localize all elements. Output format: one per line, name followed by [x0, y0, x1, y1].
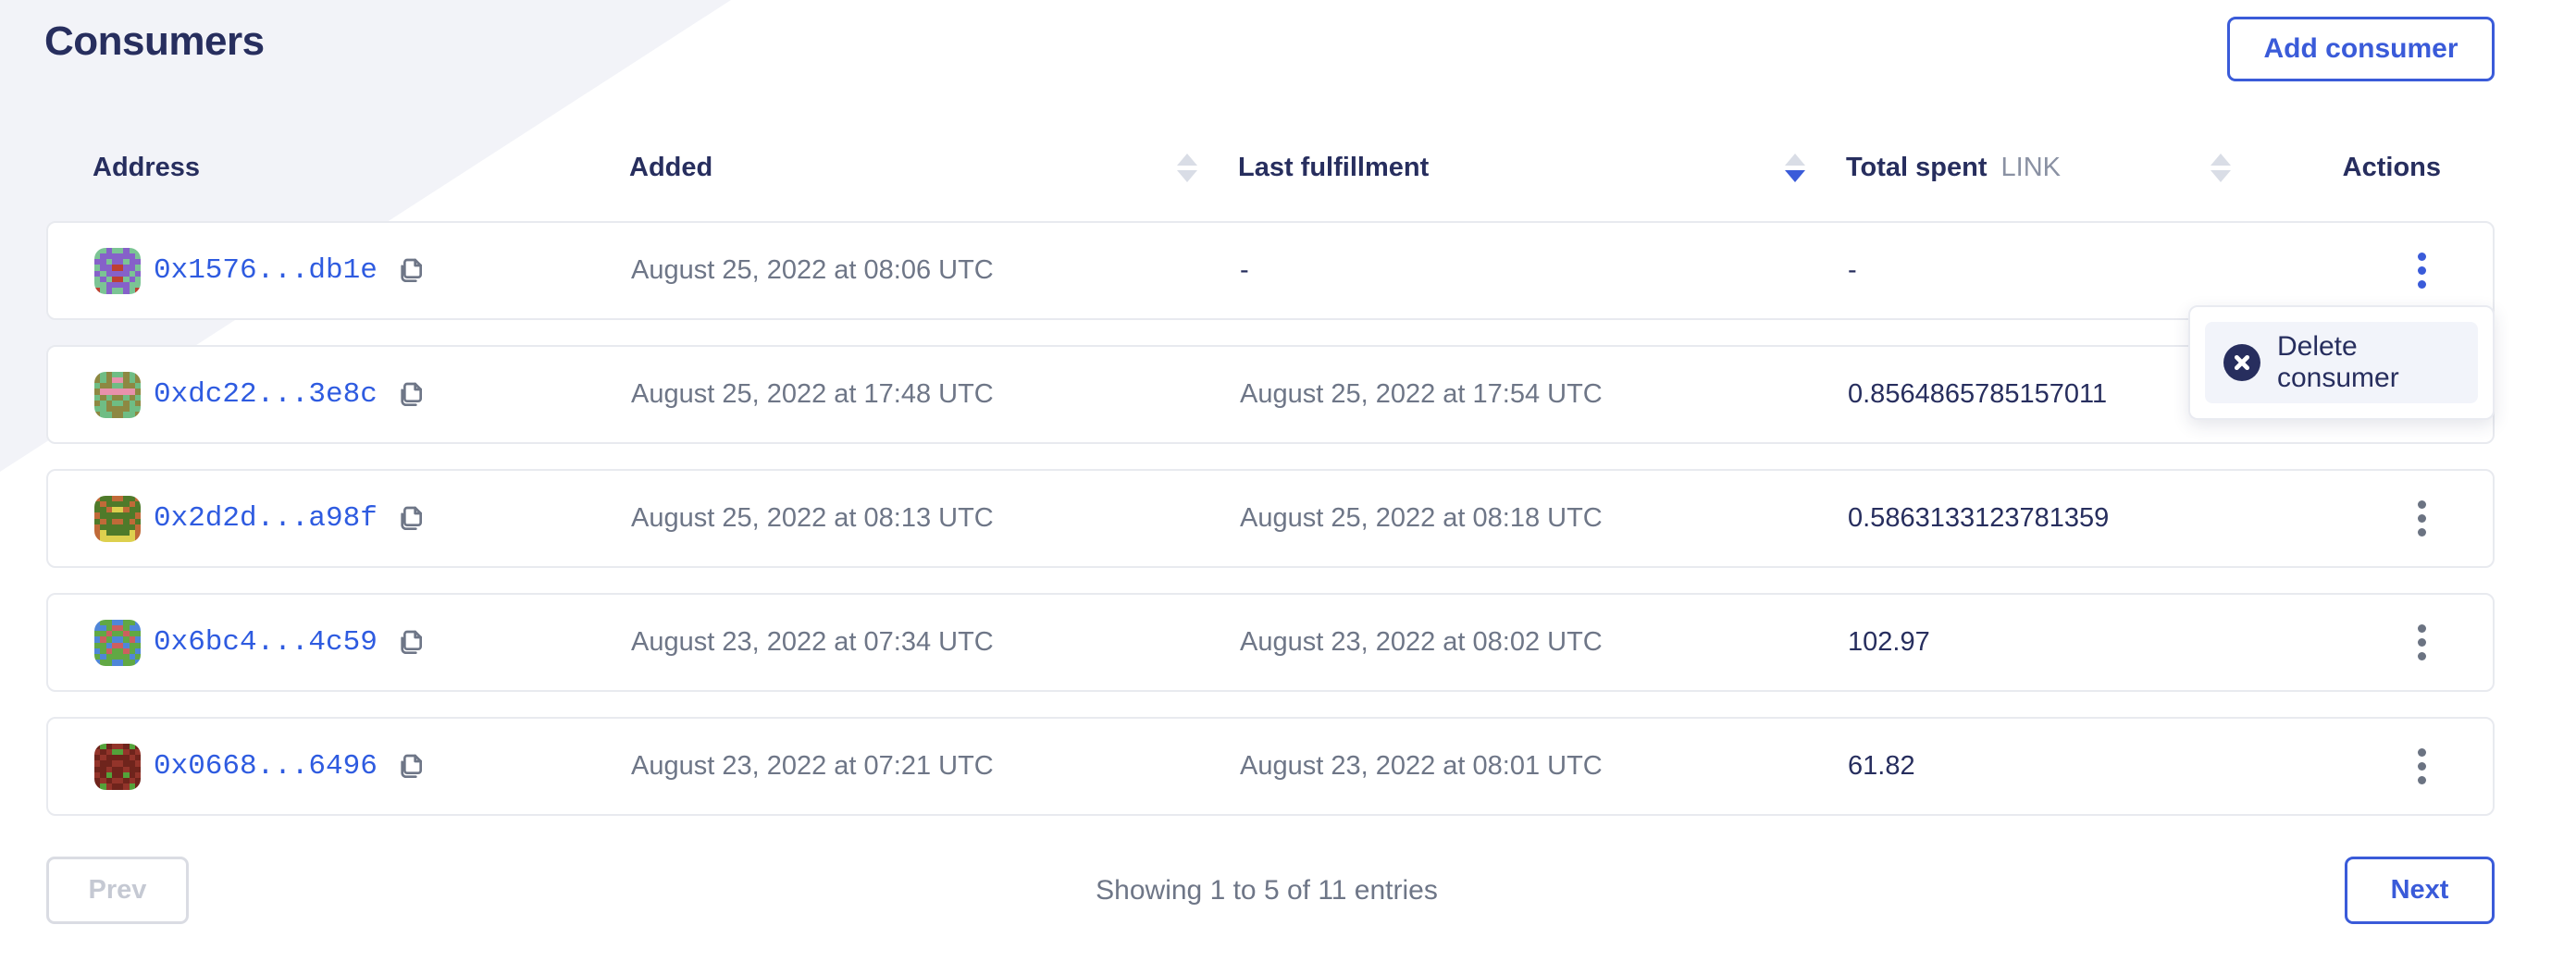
total-spent-cell: 102.97	[1848, 627, 1930, 657]
last-fulfillment-cell: August 23, 2022 at 08:01 UTC	[1240, 751, 1603, 781]
prev-page-button[interactable]: Prev	[46, 857, 189, 924]
address-identicon-avatar	[94, 619, 141, 666]
next-page-button[interactable]: Next	[2345, 857, 2495, 924]
copy-icon	[401, 506, 422, 530]
address-identicon-avatar	[94, 247, 141, 294]
copy-address-button[interactable]	[396, 751, 426, 783]
address-link[interactable]: 0x0668...6496	[154, 750, 378, 783]
added-cell: August 25, 2022 at 08:13 UTC	[631, 503, 994, 533]
copy-icon	[401, 754, 422, 778]
table-row: 0x6bc4...4c59 August 23, 2022 at 07:34 U…	[46, 593, 2495, 692]
consumers-table: 0x1576...db1e August 25, 2022 at 08:06 U…	[46, 221, 2495, 841]
total-spent-cell: 0.5863133123781359	[1848, 503, 2110, 533]
address-cell: 0x1576...db1e	[94, 247, 631, 294]
delete-consumer-menu-item[interactable]: Delete consumer	[2205, 322, 2478, 403]
total-spent-cell: 0.8564865785157011	[1848, 379, 2108, 409]
last-fulfillment-cell: -	[1240, 255, 1249, 285]
address-identicon-avatar	[94, 743, 141, 790]
x-circle-icon	[2223, 344, 2260, 381]
address-identicon-avatar	[94, 495, 141, 542]
row-actions-kebab-menu-button[interactable]	[2405, 617, 2439, 668]
address-cell: 0x6bc4...4c59	[94, 619, 631, 666]
address-link[interactable]: 0xdc22...3e8c	[154, 378, 378, 411]
added-cell: August 25, 2022 at 17:48 UTC	[631, 379, 994, 409]
actions-cell	[2273, 493, 2446, 544]
delete-consumer-label: Delete consumer	[2276, 331, 2399, 393]
table-row: 0x1576...db1e August 25, 2022 at 08:06 U…	[46, 221, 2495, 320]
table-row: 0xdc22...3e8c August 25, 2022 at 17:48 U…	[46, 345, 2495, 444]
address-link[interactable]: 0x1576...db1e	[154, 254, 378, 287]
column-header-last-fulfillment[interactable]: Last fulfillment	[1238, 143, 1846, 191]
copy-icon	[401, 382, 422, 406]
column-header-link-unit: LINK	[2000, 152, 2062, 182]
address-link[interactable]: 0x6bc4...4c59	[154, 626, 378, 659]
table-header-row: Address Added Last fulfillment Total spe…	[46, 143, 2495, 191]
total-spent-cell: -	[1848, 255, 1857, 285]
last-fulfillment-cell: August 25, 2022 at 17:54 UTC	[1240, 379, 1603, 409]
page-title: Consumers	[44, 18, 265, 64]
added-cell: August 23, 2022 at 07:34 UTC	[631, 627, 994, 657]
column-header-added-label: Added	[629, 152, 713, 182]
total-spent-cell: 61.82	[1848, 751, 1915, 781]
address-cell: 0xdc22...3e8c	[94, 371, 631, 418]
row-actions-kebab-menu-button[interactable]	[2405, 245, 2439, 296]
column-header-address-label: Address	[93, 152, 201, 182]
row-actions-kebab-menu-button[interactable]	[2405, 493, 2439, 544]
row-actions-kebab-menu-button[interactable]	[2405, 741, 2439, 792]
actions-cell	[2273, 741, 2446, 792]
sort-arrows-icon	[2211, 153, 2231, 182]
added-cell: August 25, 2022 at 08:06 UTC	[631, 255, 994, 285]
copy-icon	[401, 630, 422, 654]
entries-summary: Showing 1 to 5 of 11 entries	[1096, 874, 1438, 906]
row-actions-dropdown-menu: Delete consumer	[2188, 305, 2495, 420]
column-header-total-spent[interactable]: Total spent LINK	[1846, 143, 2272, 191]
copy-icon	[401, 258, 422, 282]
last-fulfillment-cell: August 23, 2022 at 08:02 UTC	[1240, 627, 1603, 657]
column-header-last-fulfillment-label: Last fulfillment	[1238, 152, 1430, 182]
last-fulfillment-cell: August 25, 2022 at 08:18 UTC	[1240, 503, 1603, 533]
table-row: 0x2d2d...a98f August 25, 2022 at 08:13 U…	[46, 469, 2495, 568]
address-identicon-avatar	[94, 371, 141, 418]
address-cell: 0x2d2d...a98f	[94, 495, 631, 542]
table-row: 0x0668...6496 August 23, 2022 at 07:21 U…	[46, 717, 2495, 816]
copy-address-button[interactable]	[396, 627, 426, 659]
copy-address-button[interactable]	[396, 255, 426, 287]
column-header-total-spent-label: Total spent	[1846, 152, 1988, 182]
column-header-actions: Actions	[2272, 143, 2448, 191]
column-header-address: Address	[93, 143, 629, 191]
sort-arrows-icon-active-desc	[1785, 153, 1805, 182]
copy-address-button[interactable]	[396, 503, 426, 535]
actions-cell	[2273, 245, 2446, 296]
address-cell: 0x0668...6496	[94, 743, 631, 790]
added-cell: August 23, 2022 at 07:21 UTC	[631, 751, 994, 781]
add-consumer-button[interactable]: Add consumer	[2227, 17, 2495, 81]
copy-address-button[interactable]	[396, 379, 426, 411]
address-link[interactable]: 0x2d2d...a98f	[154, 502, 378, 535]
column-header-added[interactable]: Added	[629, 143, 1238, 191]
sort-arrows-icon	[1177, 153, 1197, 182]
column-header-actions-label: Actions	[2342, 152, 2441, 182]
actions-cell	[2273, 617, 2446, 668]
pagination-bar: Prev Showing 1 to 5 of 11 entries Next	[46, 857, 2495, 924]
